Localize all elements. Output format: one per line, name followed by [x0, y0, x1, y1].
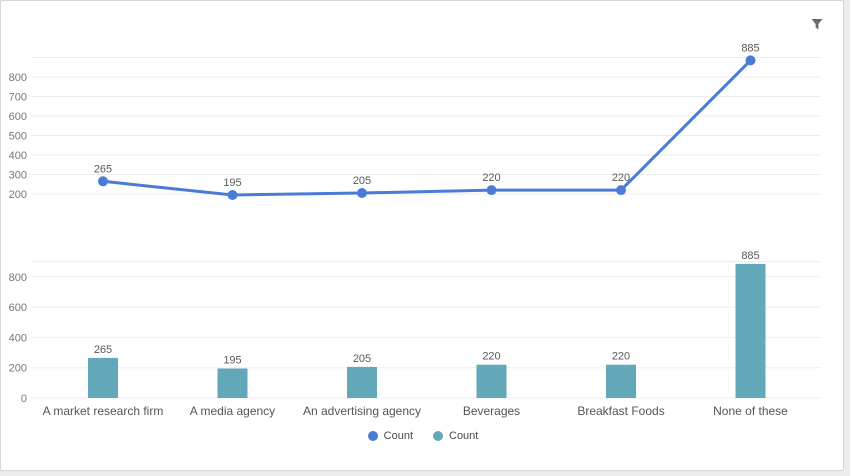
y-tick-label: 200	[9, 189, 27, 201]
bar[interactable]	[476, 364, 507, 398]
funnel-shape	[811, 19, 823, 30]
legend-label: Count	[383, 430, 413, 442]
line-point[interactable]	[98, 176, 108, 187]
line-point[interactable]	[745, 55, 756, 66]
x-axis-label: Beverages	[463, 404, 520, 418]
legend-item-count-bar[interactable]: Count	[433, 430, 478, 442]
bar-value-label: 195	[223, 355, 241, 367]
line-point[interactable]	[486, 185, 497, 196]
y-tick-label: 500	[9, 131, 27, 143]
point-value-label: 220	[482, 172, 500, 184]
y-tick-label: 800	[9, 72, 27, 84]
y-tick-label: 400	[9, 150, 27, 162]
line-point[interactable]	[616, 185, 626, 196]
y-tick-label: 200	[9, 363, 27, 375]
bar[interactable]	[88, 357, 118, 398]
x-axis-label: Breakfast Foods	[577, 404, 664, 418]
line-point[interactable]	[227, 190, 238, 200]
legend-marker-line-icon	[367, 431, 378, 441]
point-value-label: 220	[612, 172, 630, 184]
x-axis-label: None of these	[713, 404, 788, 418]
bar[interactable]	[217, 368, 248, 399]
bar-value-label: 220	[482, 351, 500, 363]
x-axis-label: An advertising agency	[303, 404, 421, 418]
legend-label: Count	[449, 430, 479, 442]
point-value-label: 205	[353, 175, 371, 187]
line-series-count	[102, 59, 752, 197]
y-tick-label: 600	[9, 302, 27, 314]
legend: Count Count	[1, 428, 845, 444]
bar[interactable]	[347, 366, 377, 398]
filter-button[interactable]	[809, 18, 825, 34]
bar-value-label: 885	[741, 250, 759, 262]
bar-value-label: 220	[612, 351, 630, 363]
point-value-label: 265	[94, 163, 112, 175]
bar-value-label: 265	[94, 344, 112, 356]
y-tick-label: 0	[21, 393, 27, 405]
x-axis-label: A media agency	[190, 404, 275, 418]
x-axis-label: A market research firm	[43, 404, 164, 418]
y-tick-label: 400	[9, 332, 27, 344]
legend-item-count-line[interactable]: Count	[367, 430, 413, 442]
y-tick-label: 600	[9, 111, 27, 123]
y-tick-label: 800	[9, 272, 27, 284]
bar-value-label: 205	[353, 353, 371, 365]
y-tick-label: 700	[9, 92, 27, 104]
funnel-filter-icon	[811, 19, 823, 30]
line-point[interactable]	[357, 188, 367, 198]
bar[interactable]	[735, 263, 766, 398]
legend-marker-bar-icon	[433, 431, 443, 441]
y-tick-label: 300	[9, 170, 27, 182]
point-value-label: 195	[223, 177, 241, 189]
point-value-label: 885	[741, 42, 759, 54]
bar[interactable]	[606, 364, 636, 398]
